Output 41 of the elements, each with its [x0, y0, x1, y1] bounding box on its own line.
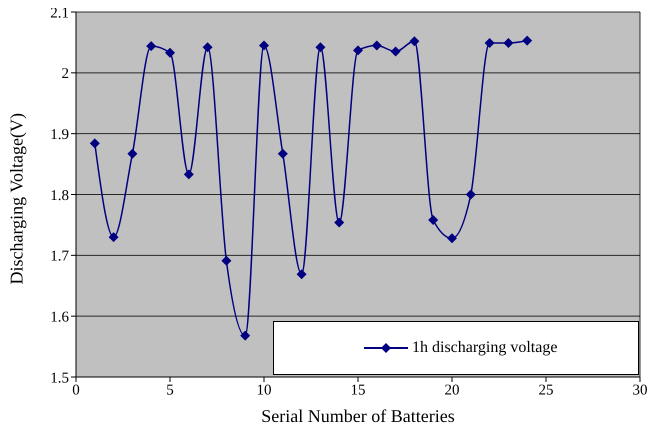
- y-tick-label: 1.9: [50, 126, 69, 143]
- point: [466, 190, 476, 200]
- point: [165, 48, 175, 58]
- y-tick-label: 1.8: [50, 188, 69, 204]
- point: [184, 169, 194, 180]
- y-tick-label: 1.7: [50, 248, 70, 265]
- y-tick-label: 2: [62, 66, 69, 82]
- point: [447, 233, 457, 244]
- x-tick-label: 30: [632, 382, 648, 399]
- x-tick-label: 20: [444, 382, 460, 399]
- x-tick-label: 0: [72, 382, 80, 399]
- point: [428, 215, 438, 226]
- point: [296, 269, 307, 280]
- point: [127, 148, 138, 159]
- point: [503, 38, 514, 48]
- point: [202, 42, 213, 52]
- point: [259, 40, 269, 50]
- point: [390, 46, 401, 57]
- point: [90, 138, 100, 148]
- y-tick-label: 1.6: [50, 309, 70, 326]
- x-tick-label: 10: [256, 382, 272, 399]
- x-tick-label: 25: [538, 382, 554, 399]
- point: [372, 40, 382, 50]
- point: [278, 148, 288, 159]
- x-axis-title: Serial Number of Batteries: [261, 406, 455, 426]
- point: [221, 256, 232, 266]
- point: [240, 330, 250, 341]
- x-tick-label: 5: [166, 382, 174, 399]
- point: [108, 232, 119, 242]
- point: [409, 36, 420, 46]
- point: [334, 217, 344, 228]
- point: [146, 41, 156, 52]
- x-tick-label: 15: [350, 382, 366, 399]
- y-axis-title: Discharging Voltage(V): [6, 113, 26, 284]
- legend-box: 1h discharging voltage: [273, 321, 639, 375]
- legend-label: 1h discharging voltage: [412, 339, 558, 357]
- point: [353, 45, 363, 56]
- point: [522, 36, 532, 46]
- point: [315, 42, 326, 52]
- y-tick-label: 1.5: [50, 370, 69, 386]
- point: [484, 38, 495, 48]
